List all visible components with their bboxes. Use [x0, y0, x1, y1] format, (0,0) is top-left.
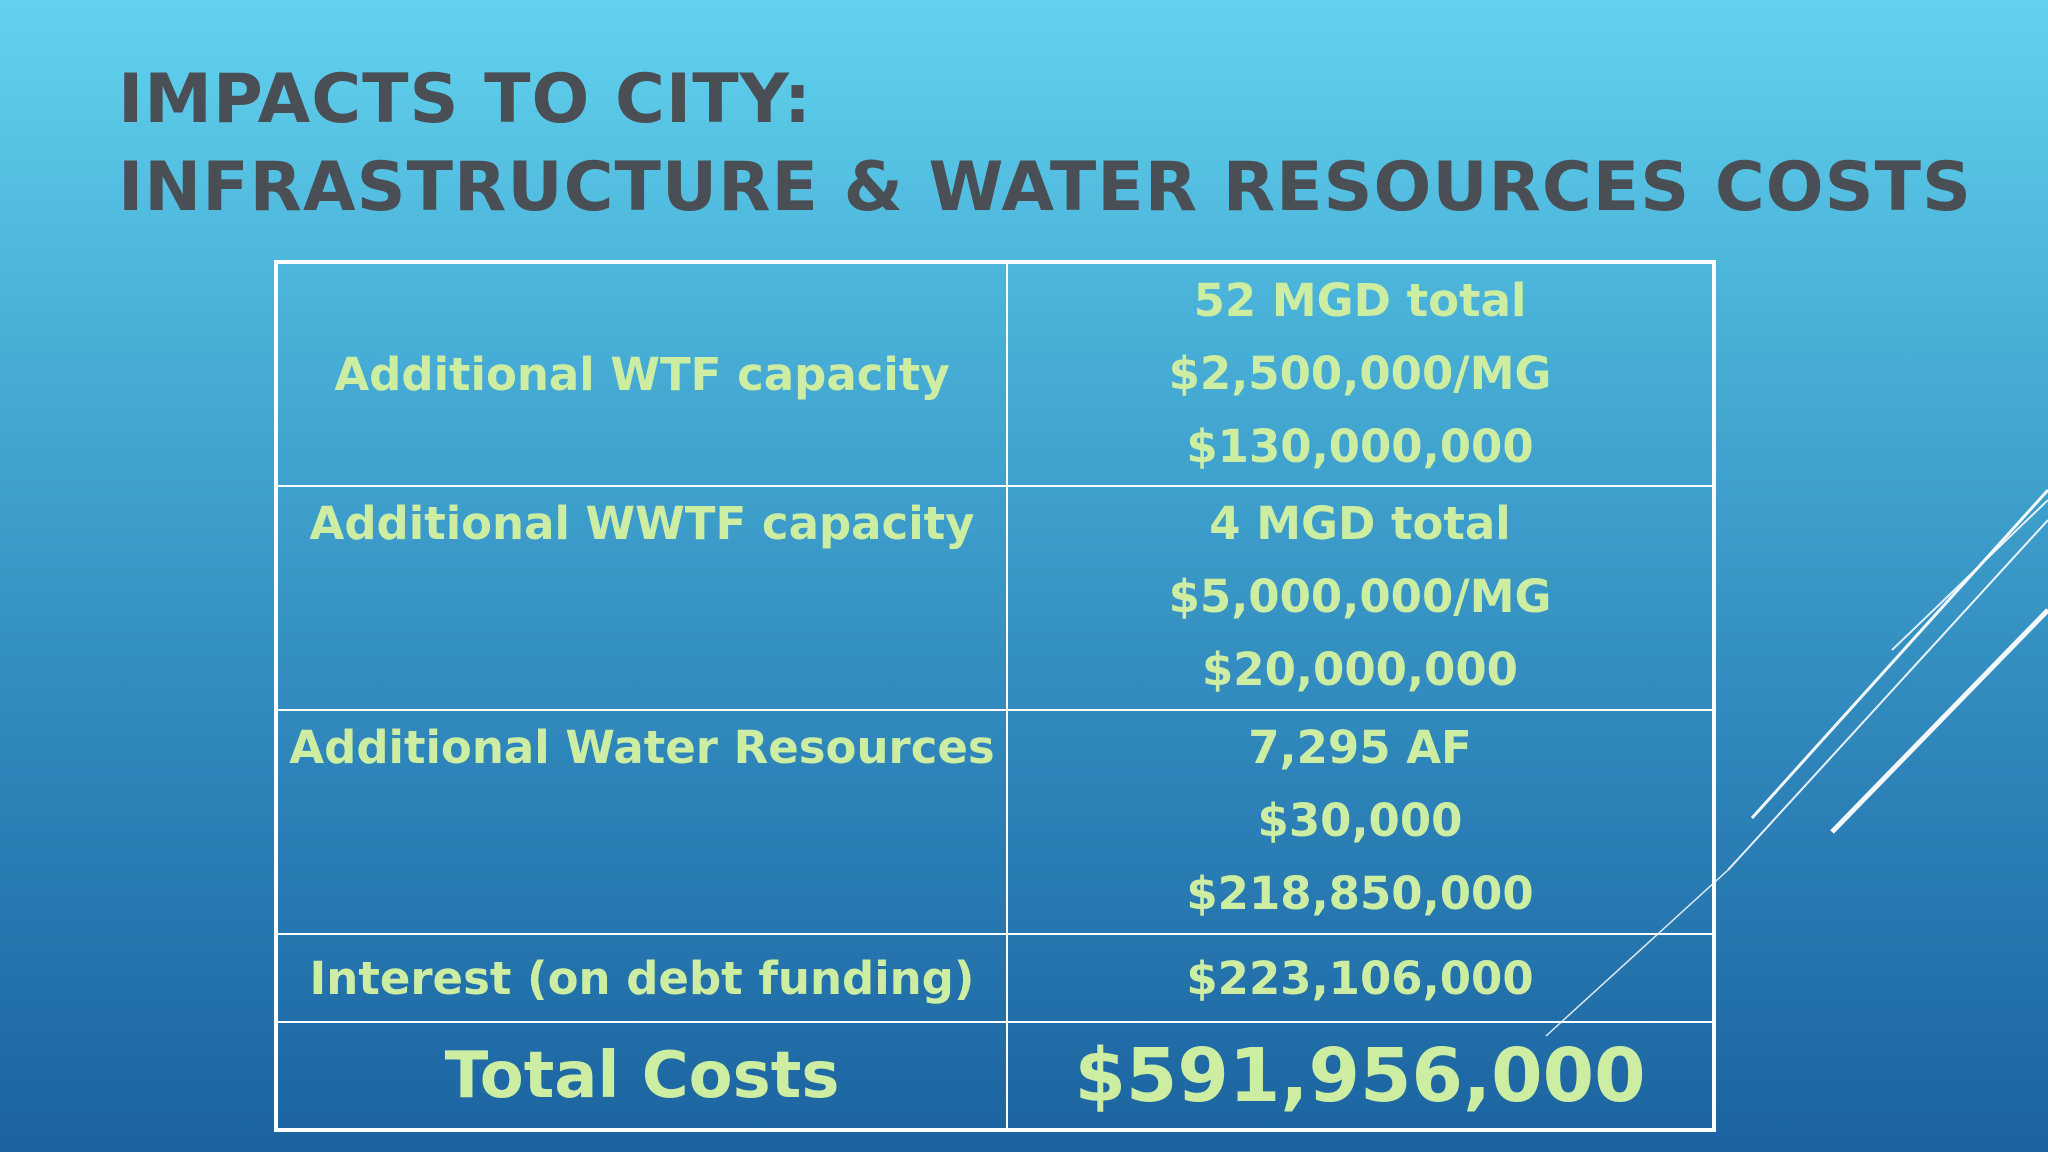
row-details: $223,106,000	[1006, 933, 1715, 1023]
detail-line: $223,106,000	[1186, 951, 1534, 1005]
detail-line: $130,000,000	[1186, 420, 1534, 473]
cost-table: Additional WTF capacity 52 MGD total $2,…	[274, 260, 1716, 1132]
table-row: Additional WTF capacity 52 MGD total $2,…	[275, 261, 1715, 487]
slide-title-line-2: INFRASTRUCTURE & WATER RESOURCES COSTS	[118, 148, 1972, 227]
row-label: Interest (on debt funding)	[275, 933, 1008, 1023]
row-details: 7,295 AF $30,000 $218,850,000	[1006, 709, 1715, 935]
decorative-line	[1727, 519, 2048, 871]
slide-title-line-1: IMPACTS TO CITY:	[118, 60, 813, 139]
detail-line: $218,850,000	[1186, 867, 1534, 920]
detail-line: $20,000,000	[1202, 643, 1518, 696]
total-value: $591,956,000	[1006, 1021, 1715, 1131]
detail-line: 4 MGD total	[1209, 497, 1511, 550]
detail-line: $5,000,000/MG	[1168, 570, 1552, 623]
decorative-line	[1891, 499, 2048, 651]
detail-line: $2,500,000/MG	[1168, 347, 1552, 400]
detail-line: $30,000	[1257, 794, 1463, 847]
table-row: Additional WWTF capacity 4 MGD total $5,…	[275, 485, 1715, 711]
total-row: Total Costs $591,956,000	[275, 1021, 1715, 1131]
table-row: Interest (on debt funding) $223,106,000	[275, 933, 1715, 1023]
detail-line: 7,295 AF	[1248, 721, 1472, 774]
decorative-line	[1830, 608, 2048, 834]
row-label: Additional Water Resources	[275, 709, 1008, 935]
row-details: 4 MGD total $5,000,000/MG $20,000,000	[1006, 485, 1715, 711]
row-label: Additional WTF capacity	[275, 261, 1008, 487]
detail-line: 52 MGD total	[1193, 274, 1527, 327]
total-label: Total Costs	[275, 1021, 1008, 1131]
row-details: 52 MGD total $2,500,000/MG $130,000,000	[1006, 261, 1715, 487]
row-label: Additional WWTF capacity	[275, 485, 1008, 711]
decorative-line	[1750, 488, 2048, 820]
table-row: Additional Water Resources 7,295 AF $30,…	[275, 709, 1715, 935]
slide-title: IMPACTS TO CITY: INFRASTRUCTURE & WATER …	[118, 56, 1972, 232]
